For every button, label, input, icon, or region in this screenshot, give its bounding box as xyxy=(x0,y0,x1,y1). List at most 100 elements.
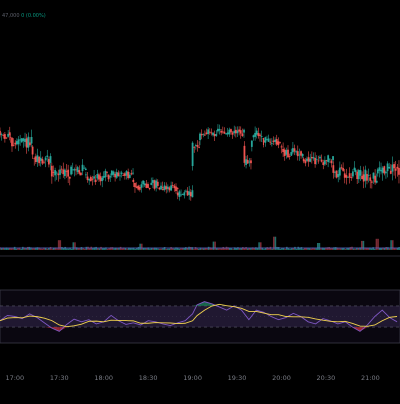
candle-body xyxy=(43,162,45,163)
candle-body xyxy=(129,175,131,178)
volume-bar xyxy=(244,248,246,250)
volume-bar xyxy=(206,248,208,250)
price-pane[interactable] xyxy=(0,124,400,201)
volume-bar xyxy=(185,247,187,250)
volume-bar xyxy=(167,249,169,250)
volume-bar xyxy=(392,240,394,250)
volume-bar xyxy=(390,240,392,250)
candle-body xyxy=(53,172,55,173)
volume-bar xyxy=(231,248,233,250)
candle-body xyxy=(35,156,37,162)
candle-body xyxy=(69,177,71,179)
candle-body xyxy=(27,137,29,148)
candle-body xyxy=(4,134,6,139)
volume-bar xyxy=(66,249,68,250)
candle-body xyxy=(131,173,133,174)
candle-body xyxy=(204,135,206,136)
candle-body xyxy=(220,131,222,133)
candle-body xyxy=(98,174,100,179)
volume-bar xyxy=(172,248,174,250)
candle-body xyxy=(124,173,126,176)
volume-bar xyxy=(14,247,16,250)
volume-bar xyxy=(152,248,154,250)
candle-body xyxy=(104,171,106,178)
volume-bar xyxy=(20,249,22,250)
candle-body xyxy=(306,159,308,161)
candle-body xyxy=(164,185,166,189)
candle-body xyxy=(244,146,246,163)
volume-bar xyxy=(121,248,123,250)
candle-body xyxy=(182,194,184,195)
volume-bar xyxy=(350,247,352,250)
candle-body xyxy=(311,157,313,158)
candle-body xyxy=(108,175,110,180)
volume-bar xyxy=(77,248,79,250)
candle-body xyxy=(134,183,136,187)
candle-body xyxy=(241,134,243,137)
volume-bar xyxy=(294,247,296,250)
volume-bar xyxy=(17,248,19,250)
candle-body xyxy=(18,139,20,144)
candle-body xyxy=(75,169,77,170)
volume-bar xyxy=(371,249,373,250)
volume-bar xyxy=(232,249,234,250)
candle-body xyxy=(23,138,25,141)
candle-body xyxy=(11,138,13,146)
candle-body xyxy=(329,159,331,160)
candle-body xyxy=(37,155,39,162)
volume-bar xyxy=(108,248,110,250)
volume-bar xyxy=(162,248,164,250)
candle-body xyxy=(170,185,172,190)
candle-body xyxy=(139,187,141,190)
candle-body xyxy=(195,145,197,146)
volume-bar xyxy=(61,247,63,250)
volume-bar xyxy=(59,240,61,250)
candle-body xyxy=(83,168,85,169)
candle-body xyxy=(127,172,129,178)
time-tick-label: 17:30 xyxy=(50,374,69,382)
volume-pane xyxy=(0,237,400,250)
candle-body xyxy=(374,176,376,183)
volume-bar xyxy=(81,247,83,250)
candle-body xyxy=(243,130,245,133)
candle-body xyxy=(150,183,152,185)
candle-body xyxy=(341,167,343,168)
candle-body xyxy=(233,131,235,133)
candle-body xyxy=(350,177,352,178)
volume-bar xyxy=(188,247,190,250)
volume-bar xyxy=(12,248,14,250)
volume-bar xyxy=(320,248,322,250)
volume-bar xyxy=(174,249,176,250)
volume-bar xyxy=(56,248,58,250)
volume-bar xyxy=(87,247,89,250)
volume-bar xyxy=(283,248,285,250)
volume-bar xyxy=(242,247,244,250)
volume-bar xyxy=(195,247,197,250)
candle-body xyxy=(73,169,75,170)
oscillator-pane xyxy=(0,290,400,343)
volume-bar xyxy=(214,242,216,250)
candle-body xyxy=(319,157,321,159)
candle-body xyxy=(190,192,192,196)
candle-body xyxy=(149,188,151,189)
candle-body xyxy=(9,137,11,138)
volume-bar xyxy=(213,242,215,250)
volume-bar xyxy=(134,249,136,250)
candle-body xyxy=(101,178,103,181)
candle-body xyxy=(379,167,381,170)
candle-body xyxy=(290,152,292,156)
candle-body xyxy=(111,171,113,176)
candle-body xyxy=(33,158,35,159)
candle-body xyxy=(48,159,50,164)
volume-bar xyxy=(389,249,391,250)
volume-bar xyxy=(112,247,114,250)
volume-bar xyxy=(113,248,115,250)
volume-bar xyxy=(328,247,330,250)
candle-body xyxy=(344,173,346,177)
volume-bar xyxy=(296,249,298,250)
volume-bar xyxy=(203,249,205,250)
volume-bar xyxy=(374,249,376,250)
candle-body xyxy=(209,132,211,133)
